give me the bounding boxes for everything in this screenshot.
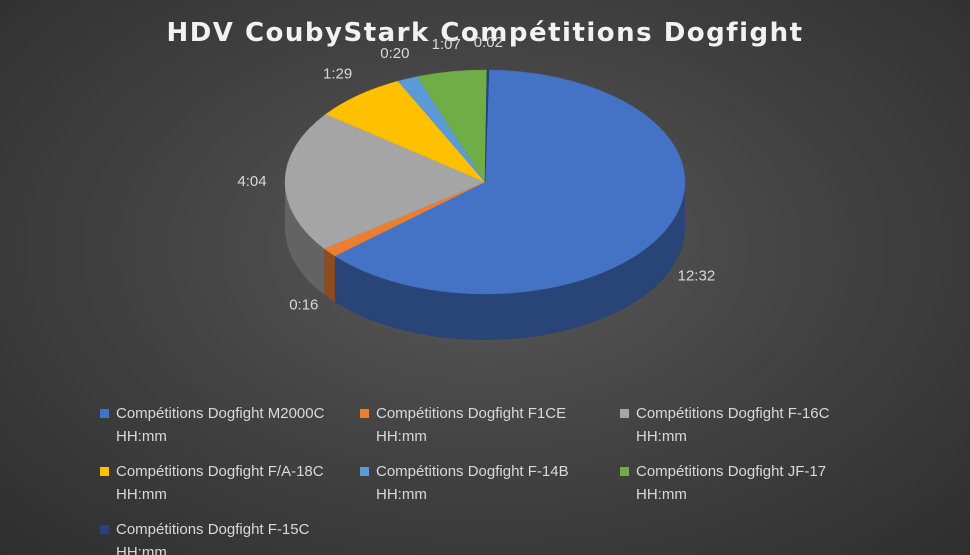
data-label-comp-titions-dogfight-f-16c-hh-mm: 4:04 [237, 173, 266, 190]
legend-item-comp-titions-dogfight-jf-17-hh-mm: Compétitions Dogfight JF-17 HH:mm [620, 460, 870, 506]
pie-side-comp-titions-dogfight-m2000c-hh-mm [334, 182, 685, 340]
pie-slice-comp-titions-dogfight-f-15c-hh-mm [484, 69, 490, 183]
pie-side-comp-titions-dogfight-f1ce-hh-mm [324, 248, 335, 303]
data-label-comp-titions-dogfight-f-a-18c-hh-mm: 1:29 [323, 66, 352, 83]
data-label-comp-titions-dogfight-f1ce-hh-mm: 0:16 [289, 297, 318, 314]
data-label-comp-titions-dogfight-jf-17-hh-mm: 1:07 [432, 36, 461, 53]
legend-label: Compétitions Dogfight F/A-18C HH:mm [116, 463, 324, 503]
pie-slice-comp-titions-dogfight-f-16c-hh-mm [284, 113, 486, 249]
data-label-comp-titions-dogfight-m2000c-hh-mm: 12:32 [678, 267, 716, 284]
data-label-comp-titions-dogfight-f-15c-hh-mm: 0:02 [474, 34, 503, 51]
legend-item-comp-titions-dogfight-f-14b-hh-mm: Compétitions Dogfight F-14B HH:mm [360, 460, 610, 506]
legend-item-comp-titions-dogfight-m2000c-hh-mm: Compétitions Dogfight M2000C HH:mm [100, 402, 350, 448]
legend-swatch [620, 467, 629, 476]
legend-swatch [100, 525, 109, 534]
pie-top-faces [284, 69, 686, 295]
legend-label: Compétitions Dogfight F-14B HH:mm [376, 463, 569, 503]
legend-swatch [620, 409, 629, 418]
chart-title: HDV CoubyStark Compétitions Dogfight [166, 18, 804, 48]
pie-data-labels: 12:32 0:16 4:04 1:29 0:20 1:07 0:02 [237, 34, 715, 314]
legend-swatch [100, 467, 109, 476]
legend-item-comp-titions-dogfight-f-a-18c-hh-mm: Compétitions Dogfight F/A-18C HH:mm [100, 460, 350, 506]
legend-label: Compétitions Dogfight F-16C HH:mm [636, 405, 830, 445]
data-label-comp-titions-dogfight-f-14b-hh-mm: 0:20 [380, 45, 409, 62]
legend-item-comp-titions-dogfight-f1ce-hh-mm: Compétitions Dogfight F1CE HH:mm [360, 402, 610, 448]
legend-item-comp-titions-dogfight-f-16c-hh-mm: Compétitions Dogfight F-16C HH:mm [620, 402, 870, 448]
legend-item-comp-titions-dogfight-f-15c-hh-mm: Compétitions Dogfight F-15C HH:mm [100, 518, 350, 555]
legend-swatch [360, 467, 369, 476]
pie-side-walls [285, 182, 685, 340]
legend-swatch [100, 409, 109, 418]
legend-swatch [360, 409, 369, 418]
pie-chart: 12:32 0:16 4:04 1:29 0:20 1:07 0:02 [237, 34, 715, 340]
pie-slice-comp-titions-dogfight-m2000c-hh-mm [334, 69, 686, 295]
legend-label: Compétitions Dogfight M2000C HH:mm [116, 405, 325, 445]
legend-label: Compétitions Dogfight F-15C HH:mm [116, 521, 310, 555]
legend-label: Compétitions Dogfight JF-17 HH:mm [636, 463, 827, 503]
pie-side-comp-titions-dogfight-f-16c-hh-mm [285, 182, 325, 295]
legend-label: Compétitions Dogfight F1CE HH:mm [376, 405, 567, 445]
